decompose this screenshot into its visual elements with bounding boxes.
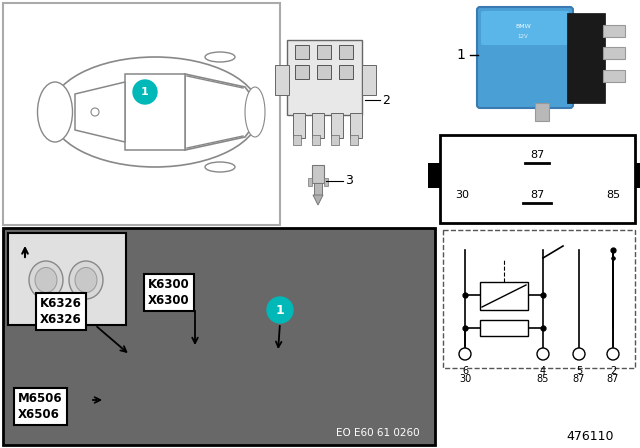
Text: K6300
X6300: K6300 X6300 [148, 278, 189, 307]
Circle shape [607, 348, 619, 360]
Polygon shape [313, 195, 323, 205]
Circle shape [537, 348, 549, 360]
Bar [350, 135, 358, 145]
Text: 4: 4 [540, 366, 546, 376]
Text: 85: 85 [537, 374, 549, 384]
Text: 87: 87 [573, 374, 585, 384]
Bar [8, 233, 126, 325]
Text: 6: 6 [462, 366, 468, 376]
Text: 1: 1 [456, 48, 465, 62]
FancyBboxPatch shape [481, 11, 569, 45]
Bar [603, 25, 625, 37]
Text: 1: 1 [276, 303, 284, 316]
Circle shape [133, 80, 157, 104]
Bar [428, 163, 440, 188]
Ellipse shape [50, 57, 260, 167]
Ellipse shape [75, 267, 97, 293]
Text: 2: 2 [610, 366, 616, 376]
Bar [317, 45, 331, 59]
Text: 3: 3 [345, 175, 353, 188]
Polygon shape [125, 74, 185, 150]
Bar [295, 65, 309, 79]
Bar [339, 45, 353, 59]
Ellipse shape [69, 261, 103, 299]
Bar [3, 3, 280, 225]
Ellipse shape [205, 52, 235, 62]
Polygon shape [185, 74, 260, 150]
Circle shape [267, 297, 293, 323]
Bar [275, 65, 289, 95]
Ellipse shape [29, 261, 63, 299]
Text: 1: 1 [141, 87, 149, 97]
Bar [480, 320, 528, 336]
Bar [440, 135, 635, 223]
Bar [312, 113, 324, 138]
Bar [295, 45, 309, 59]
Ellipse shape [245, 87, 265, 137]
Bar [312, 165, 324, 183]
Bar [603, 47, 625, 59]
Polygon shape [75, 82, 125, 142]
Bar [293, 113, 305, 138]
Bar [312, 135, 320, 145]
Bar [535, 103, 549, 121]
Bar [308, 178, 312, 186]
Bar [443, 230, 635, 368]
Text: 87: 87 [607, 374, 619, 384]
Text: 5: 5 [576, 366, 582, 376]
Bar [287, 40, 362, 115]
Text: 85: 85 [606, 190, 620, 200]
Ellipse shape [35, 267, 57, 293]
Ellipse shape [38, 82, 72, 142]
Text: 87: 87 [530, 150, 544, 160]
Bar [317, 65, 331, 79]
Text: EO E60 61 0260: EO E60 61 0260 [337, 428, 420, 438]
Circle shape [91, 108, 99, 116]
Bar [324, 178, 328, 186]
Bar [339, 65, 353, 79]
Bar [350, 113, 362, 138]
Bar [3, 228, 435, 445]
Bar [635, 163, 640, 188]
Bar [331, 113, 343, 138]
Text: K6326
X6326: K6326 X6326 [40, 297, 82, 326]
Bar [331, 135, 339, 145]
Text: M6506
X6506: M6506 X6506 [18, 392, 63, 421]
Circle shape [459, 348, 471, 360]
Text: BMW: BMW [515, 25, 531, 30]
Text: 12V: 12V [518, 34, 529, 39]
Bar [603, 70, 625, 82]
Bar [567, 13, 605, 103]
Text: 87: 87 [530, 190, 544, 200]
Bar [314, 183, 322, 195]
Text: 2: 2 [382, 94, 390, 107]
FancyBboxPatch shape [477, 7, 573, 108]
Circle shape [573, 348, 585, 360]
Bar [480, 282, 528, 310]
Text: 30: 30 [459, 374, 471, 384]
Ellipse shape [205, 162, 235, 172]
Bar [362, 65, 376, 95]
Bar [293, 135, 301, 145]
Text: 476110: 476110 [566, 430, 614, 443]
Text: 30: 30 [455, 190, 469, 200]
